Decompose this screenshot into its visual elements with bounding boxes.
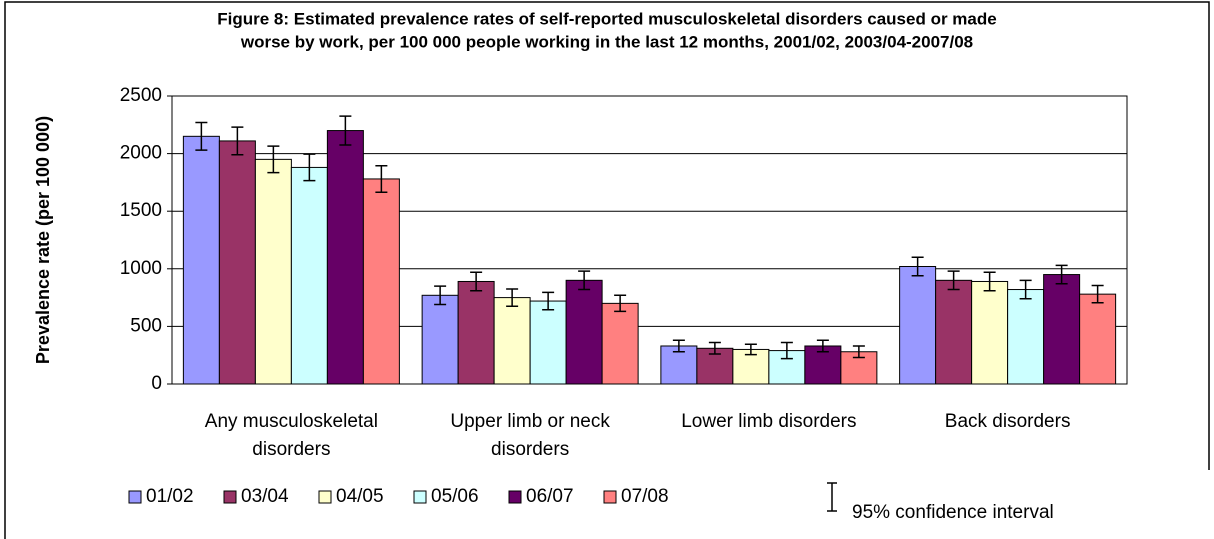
legend-label: 01/02: [146, 486, 194, 507]
chart-title: Figure 8: Estimated prevalence rates of …: [217, 9, 996, 28]
legend-label: 07/08: [621, 486, 669, 507]
error-bar: [852, 345, 865, 359]
x-tick-label: Lower limb disorders: [681, 411, 857, 432]
error-bar: [911, 256, 924, 277]
y-tick-label: 500: [130, 315, 162, 336]
bar: [899, 265, 937, 385]
legend-swatch: [603, 490, 617, 504]
error-bar: [744, 343, 757, 356]
frame: [4, 1, 1210, 539]
bar: [1043, 274, 1081, 385]
y-tick-label: 1000: [120, 258, 162, 279]
error-bar: [303, 153, 316, 182]
chart-title: worse by work, per 100 000 people workin…: [240, 32, 973, 51]
error-bar: [267, 145, 280, 174]
y-tick-label: 0: [151, 373, 162, 394]
bar: [254, 158, 292, 385]
error-bar: [1055, 264, 1068, 285]
x-tick-label: Back disorders: [944, 411, 1071, 432]
y-axis-title: Prevalence rate (per 100 000): [33, 116, 53, 364]
legend-ci-symbol: [827, 482, 837, 512]
error-bar: [578, 270, 591, 291]
bar: [182, 135, 220, 385]
bar: [421, 294, 459, 385]
bar: [971, 280, 1009, 385]
error-bar: [506, 288, 519, 307]
error-bar: [375, 164, 388, 193]
y-tick-label: 1500: [120, 200, 162, 221]
bar: [290, 166, 328, 385]
error-bar: [231, 126, 244, 156]
bar: [326, 130, 364, 385]
legend-swatch: [318, 490, 332, 504]
legend-label: 06/07: [526, 486, 574, 507]
error-bar: [470, 271, 483, 292]
legend-swatch: [413, 490, 427, 504]
error-bar: [672, 339, 685, 353]
bar: [457, 280, 495, 385]
error-bar: [780, 341, 793, 360]
error-bar: [195, 121, 208, 151]
error-bar: [1091, 284, 1104, 304]
legend-swatch: [508, 490, 522, 504]
plot-frame: [171, 95, 1128, 385]
bar: [362, 178, 400, 385]
bar: [529, 300, 567, 385]
legend-swatch: [128, 490, 142, 504]
legend-ci-label: 95% confidence interval: [852, 502, 1054, 523]
bar: [1007, 289, 1045, 385]
error-bar: [339, 115, 352, 146]
legend-swatch: [223, 490, 237, 504]
error-bar: [983, 271, 996, 292]
x-tick-label: Any musculoskeletal disorders: [204, 411, 378, 460]
bar: [1079, 293, 1117, 385]
bar: [218, 140, 256, 385]
error-bar: [542, 291, 555, 311]
error-bar: [1019, 279, 1032, 300]
bar: [493, 297, 531, 385]
legend-label: 05/06: [431, 486, 479, 507]
error-bar: [434, 285, 447, 306]
x-tick-label: Upper limb or neck disorders: [450, 411, 610, 460]
error-bar: [708, 341, 721, 355]
bar: [565, 279, 603, 385]
legend-label: 04/05: [336, 486, 384, 507]
legend-label: 03/04: [241, 486, 289, 507]
y-tick-label: 2500: [120, 85, 162, 106]
bar: [601, 302, 639, 385]
bar: [935, 279, 973, 385]
error-bar: [614, 294, 627, 313]
error-bar: [947, 270, 960, 291]
error-bar: [816, 339, 829, 353]
y-tick-label: 2000: [120, 143, 162, 164]
